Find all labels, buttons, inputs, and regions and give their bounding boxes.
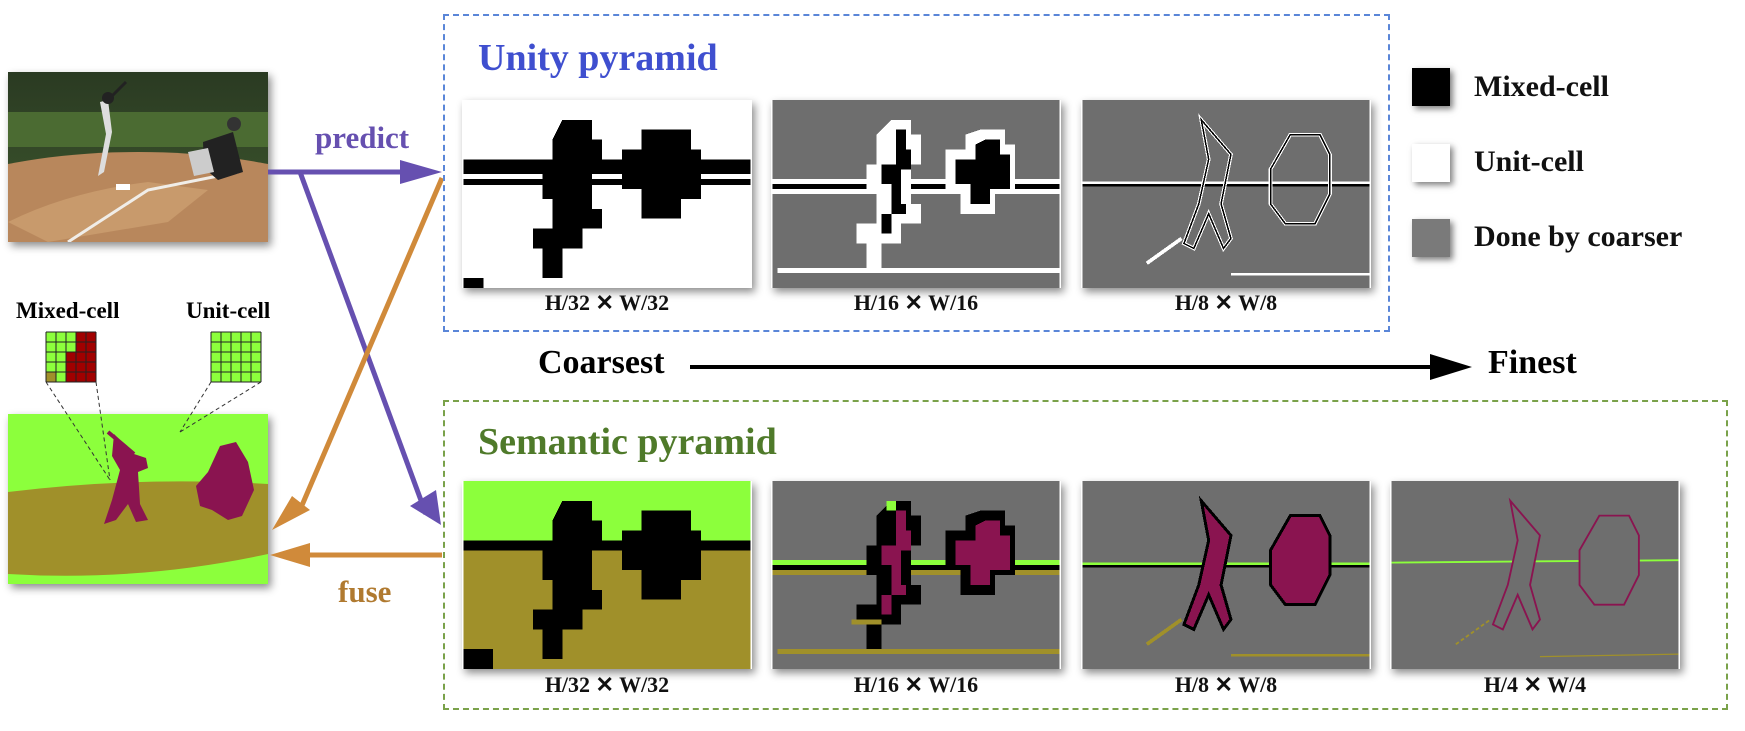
predict-label: predict	[315, 120, 409, 156]
unity-level-1	[462, 100, 752, 288]
unity-pyramid-title: Unity pyramid	[478, 36, 718, 80]
semantic-caption-1: H/32 ✕ W/32	[462, 672, 752, 698]
semantic-caption-3: H/8 ✕ W/8	[1081, 672, 1371, 698]
unity-caption-2: H/16 ✕ W/16	[771, 290, 1061, 316]
legend-done-label: Done by coarser	[1474, 220, 1682, 254]
legend-done-swatch	[1412, 219, 1450, 257]
unity-level-2	[771, 100, 1061, 288]
coarsest-label: Coarsest	[538, 344, 665, 382]
semantic-level-1	[462, 481, 752, 669]
fuse-label: fuse	[338, 574, 391, 610]
semantic-caption-2: H/16 ✕ W/16	[771, 672, 1061, 698]
fuse-arrow-head	[270, 543, 310, 567]
finest-label: Finest	[1488, 344, 1577, 382]
legend-mixed-swatch	[1412, 68, 1450, 106]
predict-arrow-head-2	[410, 490, 441, 525]
semantic-level-2	[771, 481, 1061, 669]
scale-arrow	[690, 352, 1480, 382]
flow-arrows	[0, 0, 460, 731]
semantic-pyramid-title: Semantic pyramid	[478, 420, 777, 464]
predict-arrow-head	[400, 160, 442, 184]
legend-unit-label: Unit-cell	[1474, 145, 1584, 179]
semantic-caption-4: H/4 ✕ W/4	[1390, 672, 1680, 698]
unity-caption-3: H/8 ✕ W/8	[1081, 290, 1371, 316]
legend-unit-swatch	[1412, 144, 1450, 182]
semantic-level-4	[1390, 481, 1680, 669]
legend-mixed-label: Mixed-cell	[1474, 70, 1609, 104]
semantic-level-3	[1081, 481, 1371, 669]
unity-level-3	[1081, 100, 1371, 288]
unity-caption-1: H/32 ✕ W/32	[462, 290, 752, 316]
